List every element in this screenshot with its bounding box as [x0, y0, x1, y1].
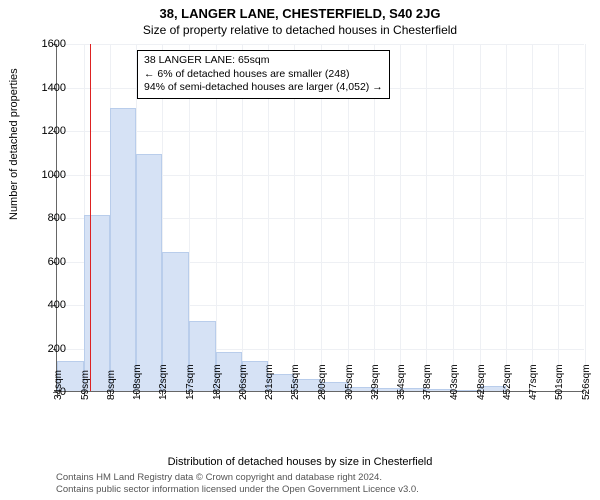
xtick-label: 59sqm [80, 370, 91, 400]
xtick-label: 329sqm [370, 364, 381, 400]
annotation-box: 38 LANGER LANE: 65sqm← 6% of detached ho… [137, 50, 390, 99]
xtick-label: 132sqm [158, 364, 169, 400]
ytick-label: 1000 [26, 169, 66, 181]
ytick-label: 400 [26, 299, 66, 311]
gridline-v [585, 44, 586, 391]
gridline-v [532, 44, 533, 391]
ytick-label: 800 [26, 212, 66, 224]
ytick-label: 1200 [26, 125, 66, 137]
xtick-label: 280sqm [317, 364, 328, 400]
gridline-v [400, 44, 401, 391]
footer-line: Contains public sector information licen… [56, 484, 419, 496]
xtick-label: 477sqm [528, 364, 539, 400]
gridline-v [558, 44, 559, 391]
xtick-label: 305sqm [344, 364, 355, 400]
xtick-label: 231sqm [264, 364, 275, 400]
xtick-label: 403sqm [449, 364, 460, 400]
gridline-v [453, 44, 454, 391]
annotation-line: 38 LANGER LANE: 65sqm [144, 54, 383, 68]
annotation-line: ← 6% of detached houses are smaller (248… [144, 68, 383, 82]
annotation-line: 94% of semi-detached houses are larger (… [144, 81, 383, 95]
gridline-v [506, 44, 507, 391]
page-subtitle: Size of property relative to detached ho… [0, 23, 600, 37]
ytick-label: 1400 [26, 82, 66, 94]
ytick-label: 200 [26, 343, 66, 355]
xtick-label: 206sqm [238, 364, 249, 400]
histogram-bar [110, 108, 137, 391]
xtick-label: 255sqm [290, 364, 301, 400]
xtick-label: 108sqm [132, 364, 143, 400]
page-title: 38, LANGER LANE, CHESTERFIELD, S40 2JG [0, 6, 600, 21]
histogram-bar [84, 215, 110, 391]
x-axis-label: Distribution of detached houses by size … [0, 456, 600, 468]
xtick-label: 83sqm [106, 370, 117, 400]
gridline-v [480, 44, 481, 391]
xtick-label: 354sqm [396, 364, 407, 400]
ytick-label: 1600 [26, 38, 66, 50]
footer-line: Contains HM Land Registry data © Crown c… [56, 472, 419, 484]
xtick-label: 157sqm [185, 364, 196, 400]
footer-attribution: Contains HM Land Registry data © Crown c… [56, 472, 419, 496]
histogram-bar [136, 154, 162, 391]
xtick-label: 501sqm [554, 364, 565, 400]
plot-area: 38 LANGER LANE: 65sqm← 6% of detached ho… [56, 44, 584, 392]
xtick-label: 34sqm [53, 370, 64, 400]
xtick-label: 378sqm [422, 364, 433, 400]
xtick-label: 452sqm [502, 364, 513, 400]
gridline-v [426, 44, 427, 391]
marker-line [90, 44, 91, 391]
xtick-label: 526sqm [581, 364, 592, 400]
y-axis-label: Number of detached properties [8, 68, 20, 220]
ytick-label: 600 [26, 256, 66, 268]
xtick-label: 428sqm [476, 364, 487, 400]
xtick-label: 182sqm [212, 364, 223, 400]
